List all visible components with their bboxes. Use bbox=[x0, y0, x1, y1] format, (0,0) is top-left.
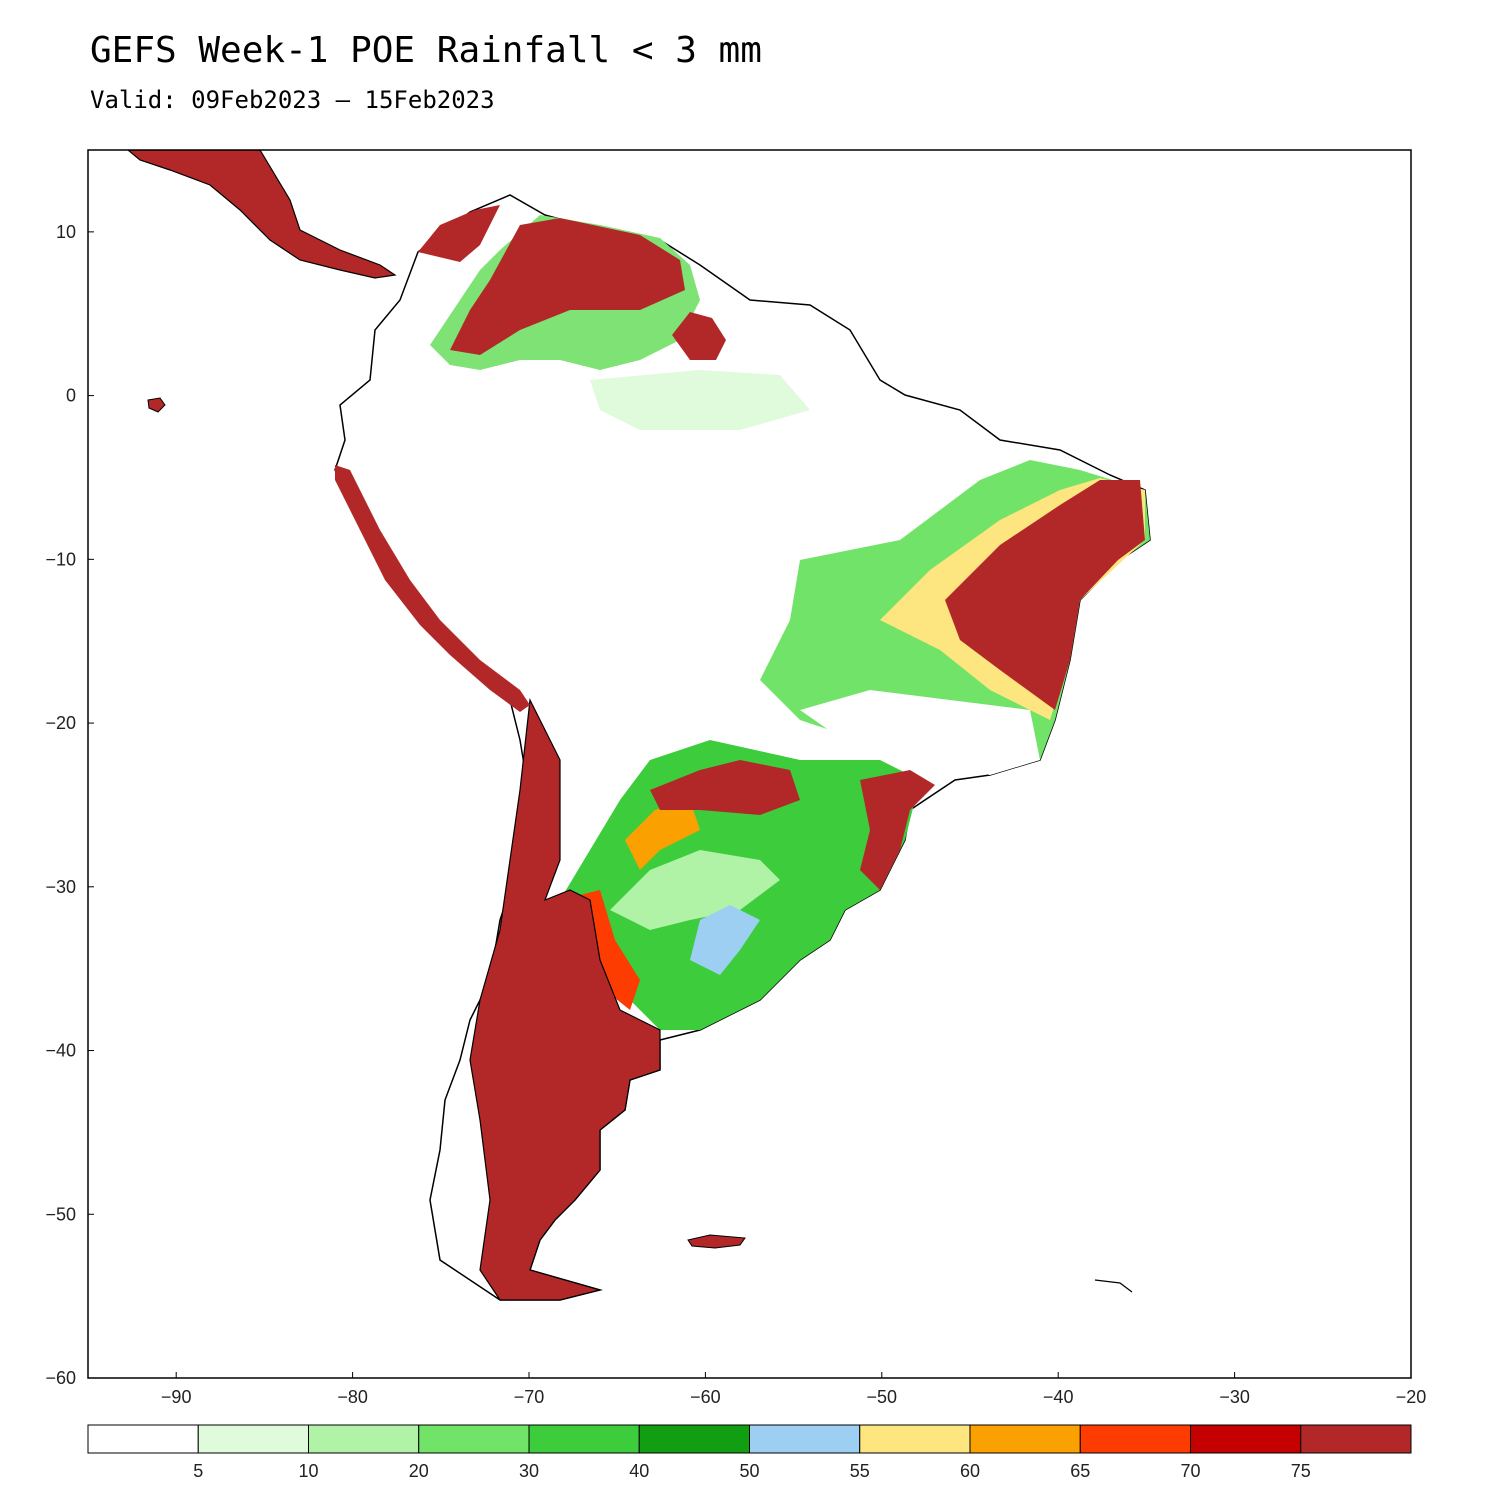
region-chile-argentina-core bbox=[469, 697, 661, 1301]
legend-threshold-label: 10 bbox=[298, 1461, 318, 1481]
y-tick-label: −60 bbox=[45, 1368, 76, 1388]
region-south-orange bbox=[625, 800, 700, 870]
x-tick-label: −90 bbox=[161, 1387, 192, 1407]
legend-threshold-label: 5 bbox=[193, 1461, 203, 1481]
region-south-blue bbox=[690, 905, 760, 975]
legend-threshold-label: 65 bbox=[1070, 1461, 1090, 1481]
galapagos-islands bbox=[147, 397, 166, 413]
y-tick-label: −40 bbox=[45, 1041, 76, 1061]
region-guyana-core bbox=[672, 312, 726, 360]
falkland-islands bbox=[687, 1234, 746, 1249]
x-tick-label: −80 bbox=[337, 1387, 368, 1407]
region-colombia-north bbox=[418, 205, 500, 262]
legend-threshold-label: 55 bbox=[850, 1461, 870, 1481]
valid-date-subtitle: Valid: 09Feb2023 – 15Feb2023 bbox=[90, 86, 495, 114]
legend-swatch bbox=[1300, 1424, 1412, 1454]
y-tick-label: 0 bbox=[66, 386, 76, 406]
central-america-land bbox=[127, 150, 397, 279]
legend-threshold-label: 75 bbox=[1291, 1461, 1311, 1481]
color-legend: 5 10 20 30 40 50 55 60 65 70 75 bbox=[87, 1424, 1412, 1481]
region-northeast-brazil-core bbox=[945, 480, 1145, 710]
y-axis: 10 0 −10 −20 −30 −40 −50 −60 bbox=[45, 222, 94, 1388]
y-tick-label: −10 bbox=[45, 549, 76, 569]
x-tick-label: −50 bbox=[867, 1387, 898, 1407]
legend-threshold-label: 70 bbox=[1180, 1461, 1200, 1481]
region-venezuela-core bbox=[450, 218, 685, 355]
south-georgia-island bbox=[1094, 1279, 1133, 1293]
y-tick-label: 10 bbox=[56, 222, 76, 242]
legend-threshold-label: 20 bbox=[409, 1461, 429, 1481]
legend-swatch bbox=[969, 1424, 1081, 1454]
x-tick-label: −60 bbox=[690, 1387, 721, 1407]
legend-swatch bbox=[418, 1424, 530, 1454]
x-tick-label: −30 bbox=[1219, 1387, 1250, 1407]
x-tick-label: −20 bbox=[1396, 1387, 1427, 1407]
map-plot-area bbox=[127, 150, 1151, 1301]
legend-swatch bbox=[1190, 1424, 1302, 1454]
legend-swatch bbox=[749, 1424, 861, 1454]
chart-title: GEFS Week-1 POE Rainfall < 3 mm bbox=[90, 30, 762, 71]
legend-swatch bbox=[638, 1424, 750, 1454]
x-axis: −90 −80 −70 −60 −50 −40 −30 −20 bbox=[161, 1372, 1426, 1407]
region-peru-coast bbox=[335, 465, 530, 712]
legend-swatch bbox=[197, 1424, 309, 1454]
legend-swatch bbox=[308, 1424, 420, 1454]
legend-swatch bbox=[528, 1424, 640, 1454]
plot-frame bbox=[87, 149, 1412, 1379]
region-central-brazil-white bbox=[800, 690, 1040, 775]
y-tick-label: −50 bbox=[45, 1204, 76, 1224]
x-tick-label: −70 bbox=[514, 1387, 545, 1407]
legend-threshold-label: 40 bbox=[629, 1461, 649, 1481]
region-amazon-north-light bbox=[590, 370, 810, 430]
x-tick-label: −40 bbox=[1043, 1387, 1074, 1407]
legend-threshold-label: 30 bbox=[519, 1461, 539, 1481]
y-tick-label: −20 bbox=[45, 713, 76, 733]
region-argentina-northwest-red bbox=[580, 890, 640, 1010]
region-paraguay-red-core bbox=[650, 760, 800, 815]
legend-threshold-label: 50 bbox=[739, 1461, 759, 1481]
legend-swatch bbox=[1079, 1424, 1191, 1454]
legend-swatch bbox=[859, 1424, 971, 1454]
y-tick-label: −30 bbox=[45, 877, 76, 897]
region-santa-catarina-red bbox=[860, 770, 935, 890]
legend-swatch bbox=[87, 1424, 199, 1454]
legend-threshold-label: 60 bbox=[960, 1461, 980, 1481]
